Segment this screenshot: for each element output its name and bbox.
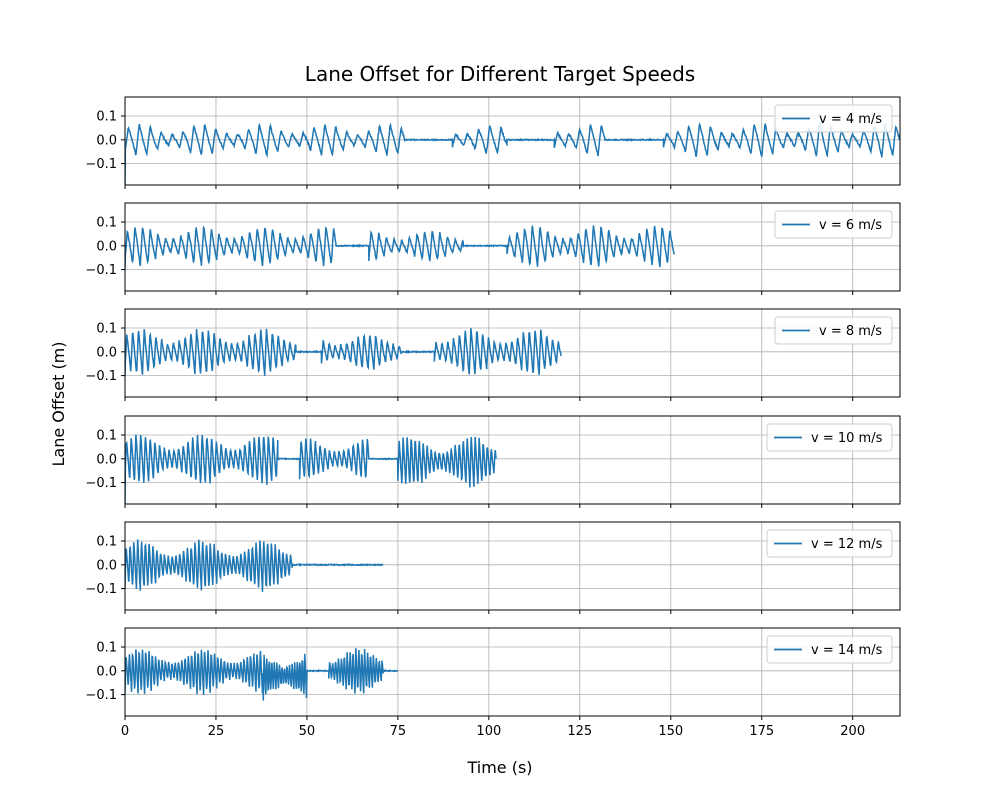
x-tick-label: 50 <box>299 724 316 739</box>
legend-box <box>774 210 893 239</box>
axes-frame <box>124 96 901 186</box>
y-tick-label: 0.0 <box>96 133 117 148</box>
y-tick-label: −0.1 <box>85 476 117 491</box>
y-tick-label: 0.0 <box>96 239 117 254</box>
y-tick-label: 0.0 <box>96 558 117 573</box>
subplot-6: 0.1 0.0 −0.1 0 25 50 75 100 125 150 175 200 v = 14 m… <box>85 627 901 739</box>
y-tick-label: 0.0 <box>96 452 117 467</box>
legend-label: v = 12 m/s <box>811 537 883 552</box>
series-line-6 <box>125 648 399 701</box>
legend-box <box>766 635 893 664</box>
y-tick-label: −0.1 <box>85 157 117 172</box>
y-tick-label: 0.0 <box>96 345 117 360</box>
subplot-panels: 0.10.0−0.1v = 4 m/s0.10.0−0.1v = 6 m/s0.… <box>85 96 901 739</box>
y-tick-label: 0.1 <box>96 429 117 444</box>
legend: v = 6 m/s <box>774 210 893 239</box>
legend: v = 10 m/s <box>766 423 893 452</box>
y-tick-label: −0.1 <box>85 263 117 278</box>
axes-frame <box>124 627 901 717</box>
subplot-2: 0.1 0.0 −0.1 v = 6 m/s <box>85 202 901 295</box>
y-tick-label: 0.1 <box>96 216 117 231</box>
y-tick-label: 0.1 <box>96 110 117 125</box>
axes-frame <box>124 202 901 292</box>
x-tick-label: 125 <box>567 724 592 739</box>
x-tick-label: 75 <box>390 724 407 739</box>
y-tick-label: 0.1 <box>96 322 117 337</box>
y-tick-label: −0.1 <box>85 369 117 384</box>
series-line-5 <box>125 539 384 592</box>
subplot-3: 0.1 0.0 −0.1 v = 8 m/s <box>85 308 901 401</box>
legend-label: v = 14 m/s <box>811 643 883 658</box>
legend-box <box>766 529 893 558</box>
y-tick-label: −0.1 <box>85 688 117 703</box>
x-axis-label: Time (s) <box>466 758 532 777</box>
legend: v = 12 m/s <box>766 529 893 558</box>
x-tick-label: 200 <box>840 724 865 739</box>
x-tick-label: 25 <box>208 724 225 739</box>
y-tick-label: −0.1 <box>85 582 117 597</box>
x-tick-label: 150 <box>658 724 683 739</box>
subplot-5: 0.1 0.0 −0.1 v = 12 m/s <box>85 521 901 614</box>
x-tick-label: 100 <box>476 724 501 739</box>
y-tick-label: 0.1 <box>96 641 117 656</box>
legend: v = 14 m/s <box>766 635 893 664</box>
legend: v = 4 m/s <box>774 104 893 133</box>
legend-label: v = 8 m/s <box>819 324 882 339</box>
legend-label: v = 6 m/s <box>819 218 882 233</box>
legend-label: v = 10 m/s <box>811 431 883 446</box>
x-tick-label: 0 <box>121 724 129 739</box>
legend-label: v = 4 m/s <box>819 112 882 127</box>
chart-title: Lane Offset for Different Target Speeds <box>305 62 695 86</box>
legend: v = 8 m/s <box>774 316 893 345</box>
axes-frame <box>124 415 901 505</box>
axes-frame <box>124 521 901 611</box>
series-line-1 <box>125 121 900 185</box>
x-tick-label: 175 <box>749 724 774 739</box>
legend-box <box>774 316 893 345</box>
y-tick-label: 0.0 <box>96 664 117 679</box>
subplot-4: 0.1 0.0 −0.1 v = 10 m/s <box>85 415 901 508</box>
series-line-3 <box>125 328 562 376</box>
series-line-4 <box>125 434 497 504</box>
legend-box <box>766 423 893 452</box>
y-axis-label: Lane Offset (m) <box>49 341 68 466</box>
legend-box <box>774 104 893 133</box>
axes-frame <box>124 308 901 398</box>
subplot-1: 0.1 0.0 −0.1 v = 4 m/s <box>85 96 901 189</box>
series-line-2 <box>125 225 676 270</box>
y-tick-label: 0.1 <box>96 535 117 550</box>
